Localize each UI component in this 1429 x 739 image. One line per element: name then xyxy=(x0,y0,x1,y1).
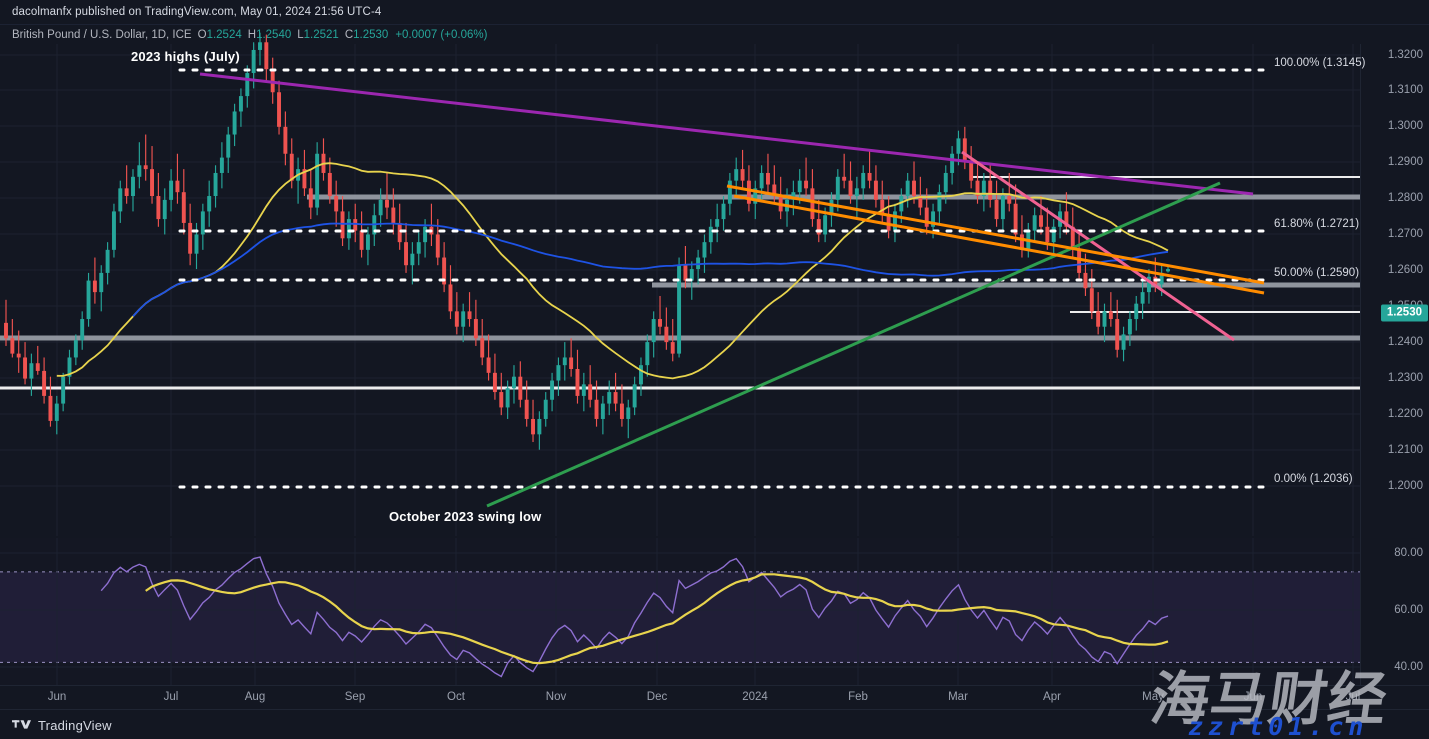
rsi-ma-line xyxy=(145,573,1169,665)
price-plot xyxy=(0,32,1360,536)
ohlc-low: L1.2521 xyxy=(297,29,339,41)
price-tick: 1.3100 xyxy=(1387,84,1423,96)
tradingview-mark-icon xyxy=(12,719,31,729)
price-tick: 1.3000 xyxy=(1387,120,1423,132)
price-tick: 1.2400 xyxy=(1387,336,1423,348)
publisher-text: dacolmanfx published on TradingView.com,… xyxy=(12,6,382,18)
time-tick: Mar xyxy=(948,691,968,703)
price-tick: 1.2900 xyxy=(1387,156,1423,168)
publisher-bar: dacolmanfx published on TradingView.com,… xyxy=(0,0,1429,24)
rsi-plot xyxy=(0,538,1360,685)
rsi-tick: 60.00 xyxy=(1394,604,1423,616)
time-tick: May xyxy=(1142,691,1164,703)
current-price-badge: 1.2530 xyxy=(1380,304,1428,322)
price-tick: 1.2100 xyxy=(1387,444,1423,456)
time-tick: Jun xyxy=(47,691,67,703)
ohlc-open: O1.2524 xyxy=(197,29,242,41)
trendline-descending-channel-orange-upper xyxy=(726,184,1265,285)
time-tick: Jul xyxy=(1345,691,1361,703)
symbol-label: British Pound / U.S. Dollar, 1D, ICE xyxy=(12,29,192,41)
bottom-bar: TradingView xyxy=(0,709,1429,739)
2023-highs-label: 2023 highs (July) xyxy=(131,49,240,64)
october-swing-low-label: October 2023 swing low xyxy=(389,509,542,524)
price-tick: 1.2700 xyxy=(1387,228,1423,240)
sma-blue-line xyxy=(132,222,1169,318)
candlestick-series xyxy=(4,32,1170,450)
chart-legend: British Pound / U.S. Dollar, 1D, ICE O1.… xyxy=(0,24,1429,45)
rsi-tick: 40.00 xyxy=(1394,661,1423,673)
price-tick: 1.2200 xyxy=(1387,408,1423,420)
rsi-line xyxy=(100,556,1169,678)
price-tick: 1.2000 xyxy=(1387,480,1423,492)
time-tick: Nov xyxy=(545,691,567,703)
time-tick: Apr xyxy=(1043,691,1061,703)
ohlc-close: C1.2530 xyxy=(344,29,389,41)
time-tick: Oct xyxy=(447,691,465,703)
price-tick: 1.3200 xyxy=(1387,49,1423,61)
tradingview-wordmark: TradingView xyxy=(38,717,112,733)
trendline-descending-trendline-pink xyxy=(961,150,1235,342)
fib-label-0.00%: 0.00% (1.2036) xyxy=(1274,473,1353,485)
trendline-ascending-trendline-green xyxy=(486,181,1221,508)
time-tick: Jul xyxy=(163,691,179,703)
price-scale[interactable]: 1.3200 1.3100 1.3000 1.2900 1.2800 1.2700 1.26… xyxy=(1360,44,1429,730)
sma-yellow-line xyxy=(56,162,1169,380)
rsi-tick: 80.00 xyxy=(1394,547,1423,559)
price-tick: 1.2600 xyxy=(1387,264,1423,276)
time-tick: Aug xyxy=(244,691,266,703)
fib-label-100.00%: 100.00% (1.3145) xyxy=(1274,57,1366,69)
price-tick: 1.2300 xyxy=(1387,372,1423,384)
ohlc-high: H1.2540 xyxy=(247,29,292,41)
price-change: +0.0007 (+0.06%) xyxy=(395,29,488,41)
time-tick: Sep xyxy=(344,691,366,703)
trendline-descending-trendline-purple xyxy=(199,72,1254,196)
rsi-pane[interactable] xyxy=(0,538,1360,685)
time-tick: 2024 xyxy=(742,691,768,703)
fib-label-50.00%: 50.00% (1.2590) xyxy=(1274,267,1360,279)
trendline-descending-channel-orange-lower xyxy=(733,194,1265,295)
time-tick: Jun xyxy=(1243,691,1263,703)
price-tick: 1.2800 xyxy=(1387,192,1423,204)
fib-label-61.80%: 61.80% (1.2721) xyxy=(1274,218,1360,230)
time-axis[interactable]: Jun Jul Aug Sep Oct Nov Dec 2024 Feb Mar Apr May Jun… xyxy=(0,685,1429,710)
price-pane[interactable] xyxy=(0,32,1360,536)
time-tick: Feb xyxy=(848,691,868,703)
watermark-url: zzrt01.cn xyxy=(1188,712,1369,739)
tradingview-logo[interactable]: TradingView xyxy=(0,718,112,733)
time-tick: Dec xyxy=(646,691,668,703)
